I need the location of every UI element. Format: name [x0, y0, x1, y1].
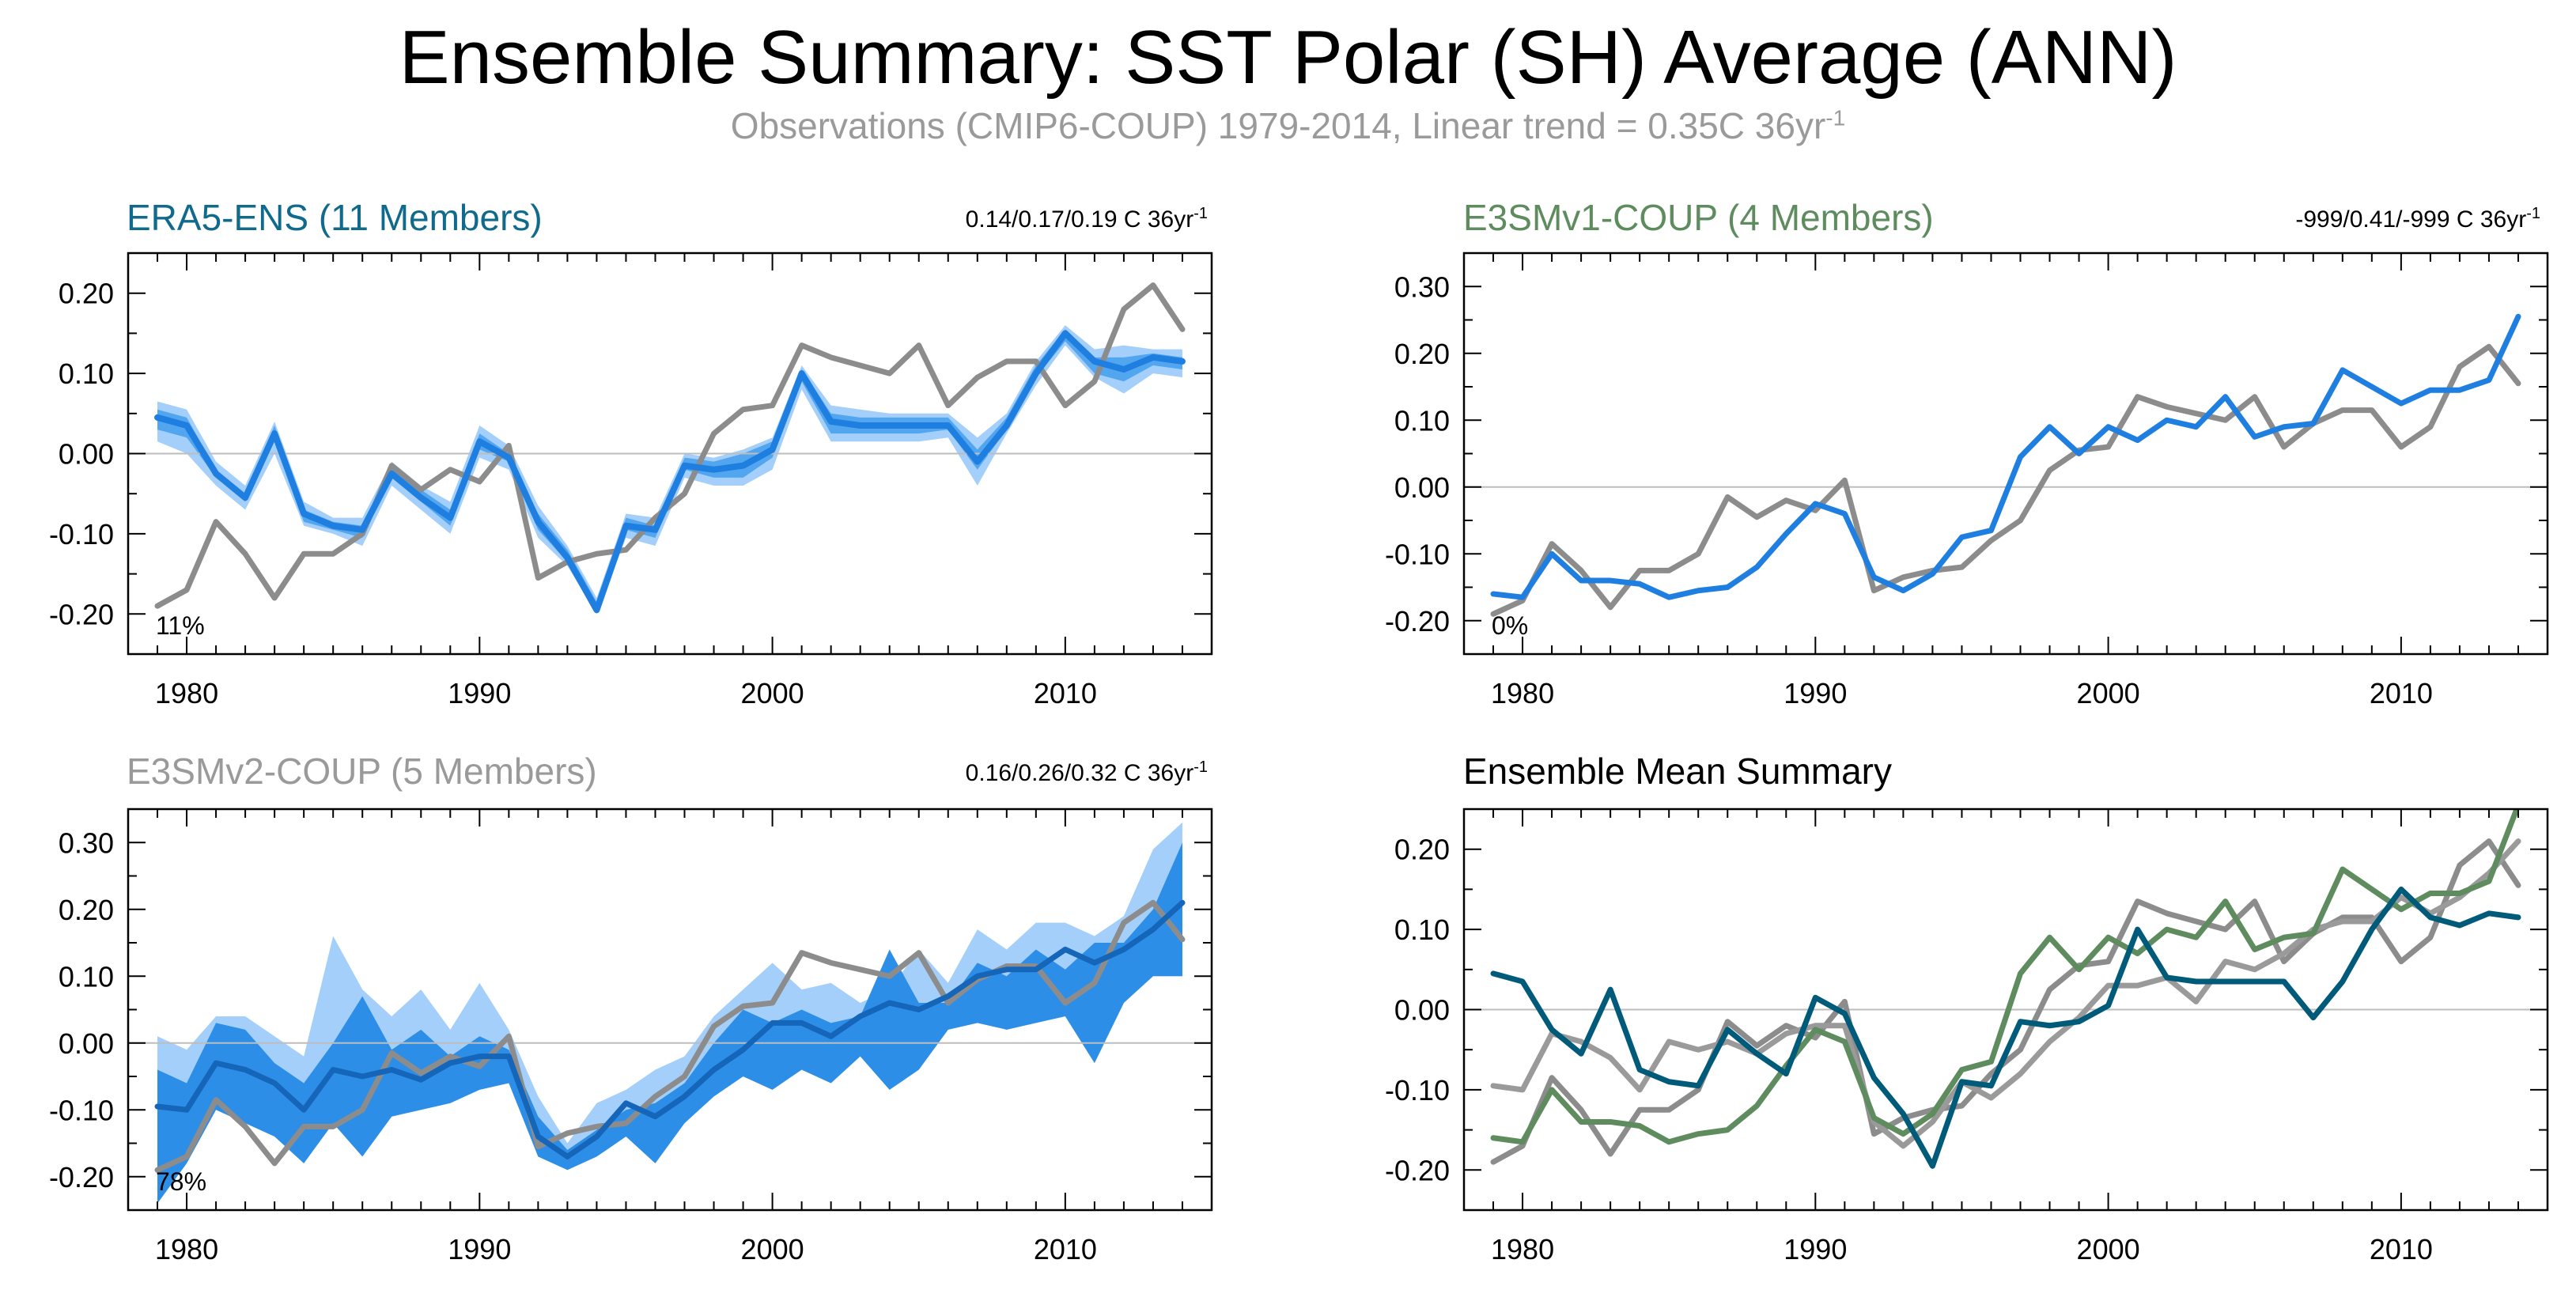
- chart-era5: 1980 1990 2000 2010 -0.20 -0.10 0.00 0.10 0.20 11…: [49, 252, 1213, 709]
- panel-title-e3smv1: E3SMv1-COUP (4 Members): [1463, 197, 1934, 238]
- x-tick-label-ensmean: 1980: [1491, 1233, 1554, 1265]
- series-line-e3smv2-0: [154, 899, 1186, 1173]
- y-tick-label-e3smv2: 0.20: [59, 894, 114, 926]
- y-tick-label-e3smv2: 0.00: [59, 1027, 114, 1060]
- y-tick-label-e3smv1: 0.20: [1394, 338, 1450, 370]
- x-tick-label-e3smv1: 2000: [2077, 677, 2140, 709]
- panel-trend-e3smv2-sup: -1: [1193, 758, 1208, 776]
- series-line-e3smv2-1: [154, 899, 1186, 1159]
- panel-trend-era5-sup: -1: [1193, 205, 1208, 222]
- panel-title-era5: ERA5-ENS (11 Members): [127, 197, 543, 238]
- x-tick-label-e3smv2: 2000: [741, 1233, 804, 1265]
- series-line-era5-1: [154, 330, 1186, 614]
- figure-subtitle-text: Observations (CMIP6-COUP) 1979-2014, Lin…: [730, 105, 1826, 146]
- panel-trend-e3smv1-sup: -1: [2526, 205, 2540, 222]
- plot-area-e3smv2: [128, 822, 1212, 1204]
- plot-area-e3smv1: [1464, 313, 2548, 617]
- y-tick-label-e3smv2: 0.30: [59, 826, 114, 859]
- x-tick-label-era5: 1990: [448, 677, 511, 709]
- series-line-ensmean-3: [1490, 886, 2521, 1169]
- x-tick-label-era5: 2000: [741, 677, 804, 709]
- x-tick-label-e3smv2: 2010: [1034, 1233, 1097, 1265]
- panel-trend-e3smv1: -999/0.41/-999 C 36yr-1: [2295, 204, 2540, 234]
- y-tick-label-e3smv1: 0.10: [1394, 404, 1450, 437]
- plot-area-ensmean: [1464, 809, 2548, 1169]
- plot-area-era5: [128, 282, 1212, 615]
- band-era5-0: [157, 325, 1182, 615]
- panel-trend-era5: 0.14/0.17/0.19 C 36yr-1: [966, 204, 1208, 234]
- series-line-era5-0: [154, 282, 1186, 609]
- x-tick-label-era5: 2010: [1034, 677, 1097, 709]
- panel-trend-e3smv2: 0.16/0.26/0.32 C 36yr-1: [966, 758, 1208, 788]
- plot-frame-e3smv1: [1462, 252, 2549, 656]
- series-line-e3smv1-0: [1490, 343, 2521, 617]
- y-tick-label-e3smv2: 0.10: [59, 960, 114, 993]
- series-line-e3smv1-1: [1490, 313, 2521, 600]
- series-line-ensmean-0: [1490, 838, 2521, 1165]
- percent-label-e3smv2: 78%: [156, 1167, 206, 1196]
- y-tick-label-e3smv1: -0.10: [1385, 538, 1450, 570]
- x-tick-label-ensmean: 2000: [2077, 1233, 2140, 1265]
- chart-e3smv2: 1980 1990 2000 2010 -0.20 -0.10 0.00 0.10 0.20 0.…: [49, 808, 1213, 1265]
- y-tick-label-ensmean: 0.20: [1394, 834, 1450, 866]
- y-tick-label-ensmean: -0.10: [1385, 1074, 1450, 1106]
- x-tick-label-e3smv1: 1990: [1784, 677, 1847, 709]
- y-tick-label-era5: 0.20: [59, 278, 114, 310]
- y-tick-label-e3smv1: -0.20: [1385, 605, 1450, 637]
- x-tick-label-era5: 1980: [155, 677, 218, 709]
- y-tick-label-era5: -0.10: [49, 518, 114, 550]
- y-tick-label-era5: 0.00: [59, 438, 114, 471]
- y-tick-label-e3smv1: 0.00: [1394, 471, 1450, 504]
- panel-trend-era5-text: 0.14/0.17/0.19 C 36yr: [965, 206, 1194, 233]
- x-tick-label-e3smv2: 1980: [155, 1233, 218, 1265]
- series-line-ensmean-2: [1490, 809, 2520, 1145]
- y-tick-label-ensmean: -0.20: [1385, 1154, 1450, 1186]
- panel-trend-e3smv2-text: 0.16/0.26/0.32 C 36yr: [965, 760, 1194, 786]
- x-tick-label-e3smv1: 1980: [1491, 677, 1554, 709]
- percent-label-era5: 11%: [156, 611, 205, 640]
- chart-e3smv1: 1980 1990 2000 2010 -0.20 -0.10 0.00 0.10 0.20 0.…: [1385, 252, 2549, 709]
- x-tick-label-ensmean: 1990: [1784, 1233, 1847, 1265]
- band-e3smv2-1: [157, 842, 1182, 1204]
- y-tick-label-e3smv1: 0.30: [1394, 270, 1450, 303]
- series-line-ensmean-1: [1490, 838, 2521, 1149]
- y-tick-label-era5: -0.20: [49, 598, 114, 630]
- panel-title-e3smv2: E3SMv2-COUP (5 Members): [127, 751, 597, 792]
- x-tick-label-ensmean: 2010: [2370, 1233, 2433, 1265]
- band-era5-1: [157, 329, 1182, 611]
- figure-title: Ensemble Summary: SST Polar (SH) Average…: [399, 15, 2177, 100]
- y-tick-label-e3smv2: -0.10: [49, 1094, 114, 1126]
- chart-ensmean: 1980 1990 2000 2010 -0.20 -0.10 0.00 0.10 0.20: [1385, 808, 2549, 1265]
- figure-subtitle: Observations (CMIP6-COUP) 1979-2014, Lin…: [0, 104, 2576, 148]
- y-tick-label-era5: 0.10: [59, 357, 114, 390]
- y-tick-label-ensmean: 0.00: [1394, 994, 1450, 1027]
- percent-label-e3smv1: 0%: [1492, 611, 1528, 640]
- y-tick-label-ensmean: 0.10: [1394, 914, 1450, 946]
- figure-subtitle-sup: -1: [1825, 105, 1846, 130]
- x-tick-label-e3smv1: 2010: [2370, 677, 2433, 709]
- panel-trend-e3smv1-text: -999/0.41/-999 C 36yr: [2295, 206, 2527, 233]
- panel-title-ensmean: Ensemble Mean Summary: [1463, 751, 1892, 792]
- y-tick-label-e3smv2: -0.20: [49, 1161, 114, 1193]
- x-tick-label-e3smv2: 1990: [448, 1233, 511, 1265]
